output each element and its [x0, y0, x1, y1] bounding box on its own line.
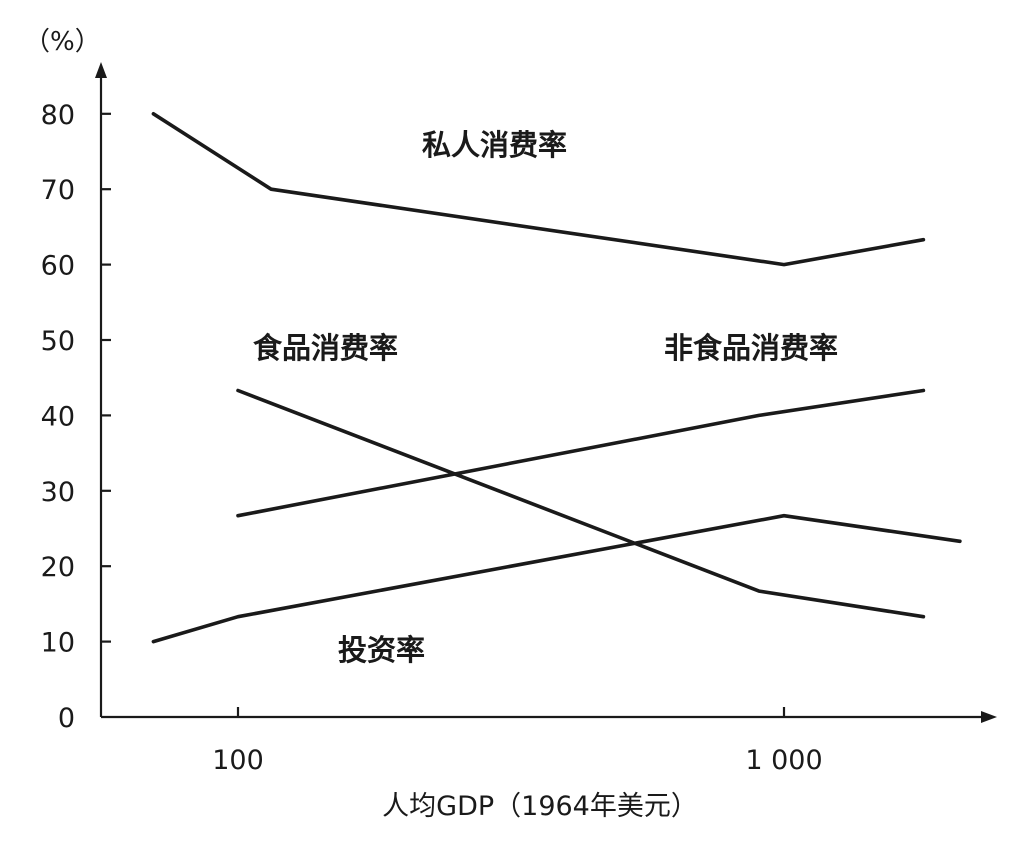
- series-lines: [151, 112, 962, 644]
- y-axis-arrow: [95, 62, 107, 78]
- series-line-2: [236, 388, 926, 518]
- series-line-1: [236, 388, 926, 619]
- y-tick-label: 50: [41, 326, 75, 357]
- y-tick-label: 40: [41, 401, 75, 432]
- series-label-food-consumption: 食品消费率: [253, 331, 398, 365]
- y-tick-group: 0 10 20 30 40 50 60 70 80: [41, 100, 111, 734]
- y-tick-label: 60: [41, 251, 75, 282]
- x-axis-arrow: [981, 711, 997, 723]
- x-tick-label: 100: [212, 745, 264, 776]
- x-tick-label: 1 000: [745, 745, 822, 776]
- y-tick-label: 30: [41, 477, 75, 508]
- y-tick-label: 80: [41, 100, 75, 131]
- series-label-nonfood-consumption: 非食品消费率: [664, 331, 838, 365]
- x-axis-title: 人均GDP（1964年美元）: [382, 791, 698, 822]
- series-label-private-consumption: 私人消费率: [422, 128, 567, 162]
- x-tick-group: 100 1 000: [212, 707, 823, 776]
- series-line-3: [151, 513, 962, 644]
- series-line-0: [151, 112, 926, 267]
- y-axis-unit-label: （%）: [24, 27, 101, 57]
- y-tick-label: 70: [41, 175, 75, 206]
- y-tick-label: 0: [58, 703, 75, 734]
- y-tick-label: 20: [41, 552, 75, 583]
- y-tick-label: 10: [41, 628, 75, 659]
- series-label-investment: 投资率: [338, 633, 425, 667]
